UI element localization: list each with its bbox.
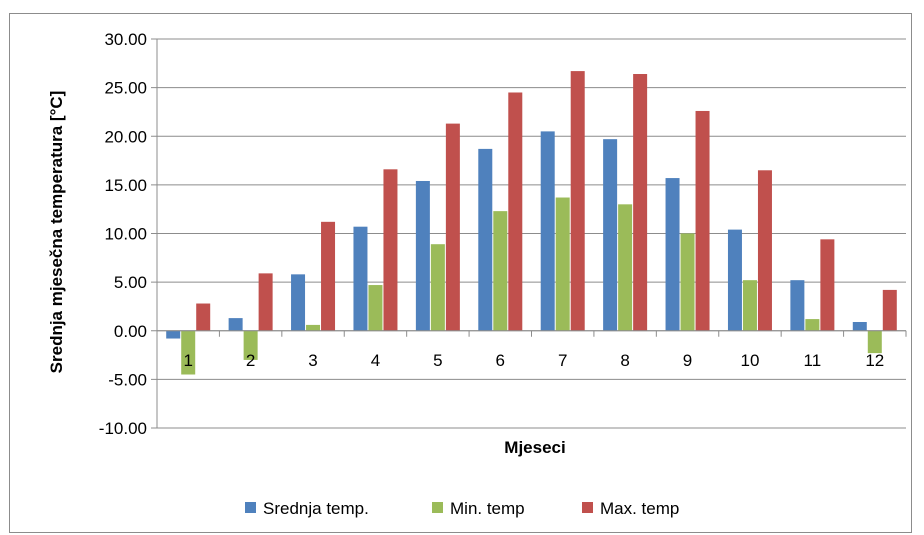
bar-min [680, 233, 695, 331]
x-tick-label: 1 [183, 351, 192, 370]
y-tick-label: 15.00 [104, 176, 147, 195]
bar-max [508, 92, 523, 331]
y-tick-label: -5.00 [108, 370, 147, 389]
tick-labels: 30.00 25.00 20.00 15.00 10.00 5.00 0.00 -5.00 -1… [99, 30, 884, 438]
x-tick-label: 2 [246, 351, 255, 370]
bar-srednja [415, 180, 430, 331]
y-tick-label: 25.00 [104, 79, 147, 98]
bar-max [570, 71, 585, 331]
y-tick-label: -10.00 [99, 419, 147, 438]
bar-min [181, 330, 196, 375]
bar-min [430, 244, 445, 331]
bar-srednja [478, 148, 493, 331]
bar-max [445, 123, 460, 331]
bar-max [695, 110, 710, 331]
x-tick-label: 4 [371, 351, 380, 370]
x-tick-label: 11 [804, 351, 822, 370]
y-axis-title: Srednja mjesečna temperatura [°C] [47, 91, 66, 374]
bar-max [196, 303, 211, 331]
bar-srednja [228, 318, 243, 331]
x-tick-label: 5 [433, 351, 442, 370]
x-tick-label: 8 [620, 351, 629, 370]
x-tick-label: 12 [865, 351, 884, 370]
bar-max [820, 239, 835, 331]
bar-min [618, 204, 633, 331]
y-tick-label: 30.00 [104, 30, 147, 49]
bar-max [383, 169, 398, 331]
bar-srednja [603, 139, 618, 331]
bar-min [805, 319, 820, 331]
y-tick-label: 0.00 [114, 322, 147, 341]
legend-label: Srednja temp. [263, 499, 369, 518]
bar-min [306, 324, 321, 331]
bar-srednja [790, 280, 805, 331]
bar-srednja [353, 226, 368, 331]
legend: Srednja temp. Min. temp Max. temp [245, 499, 679, 518]
bar-max [258, 273, 273, 331]
axes [151, 38, 907, 429]
bar-min [867, 330, 882, 354]
bars [166, 71, 897, 375]
bar-srednja [665, 178, 680, 331]
bar-min [555, 197, 570, 331]
bar-srednja [166, 330, 181, 339]
bar-min [368, 285, 383, 331]
legend-label: Max. temp [600, 499, 679, 518]
x-tick-label: 9 [683, 351, 692, 370]
x-tick-label: 10 [740, 351, 759, 370]
legend-swatch [245, 502, 256, 513]
bar-max [633, 74, 648, 331]
x-axis-title: Mjeseci [504, 438, 565, 457]
bar-srednja [727, 229, 742, 331]
bar-max [757, 170, 772, 331]
x-tick-label: 6 [496, 351, 505, 370]
legend-swatch [432, 502, 443, 513]
bar-srednja [852, 321, 867, 331]
bar-min [742, 280, 757, 331]
y-tick-label: 10.00 [104, 225, 147, 244]
bar-min [493, 211, 508, 331]
y-tick-label: 5.00 [114, 273, 147, 292]
x-tick-label: 3 [308, 351, 317, 370]
bar-max [882, 289, 897, 331]
y-tick-label: 20.00 [104, 127, 147, 146]
bar-min [243, 330, 258, 360]
bar-srednja [540, 131, 555, 331]
bar-srednja [291, 274, 306, 331]
gridlines [157, 38, 906, 429]
x-tick-label: 7 [558, 351, 567, 370]
bar-max [321, 221, 336, 331]
legend-swatch [582, 502, 593, 513]
legend-label: Min. temp [450, 499, 525, 518]
